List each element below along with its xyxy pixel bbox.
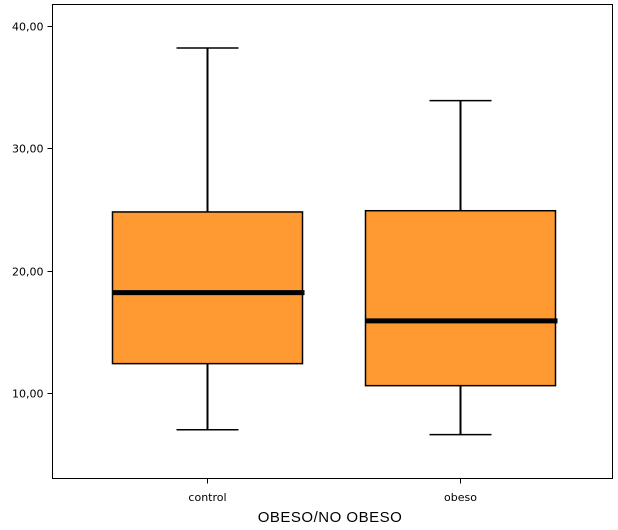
y-tick-label: 20,00 [12, 266, 44, 279]
boxes [111, 47, 558, 436]
y-axis: 10,00 20,00 30,00 40,00 [12, 21, 53, 401]
x-tick-label: obeso [444, 491, 477, 504]
x-axis-title: OBESO/NO OBESO [258, 509, 403, 526]
iqr-box [364, 209, 557, 387]
y-tick-label: 30,00 [12, 143, 44, 156]
y-tick-label: 40,00 [12, 21, 44, 34]
x-tick-label: control [188, 491, 226, 504]
iqr-box [111, 211, 304, 365]
x-axis: control obeso [188, 478, 477, 504]
y-tick-label: 10,00 [12, 388, 44, 401]
